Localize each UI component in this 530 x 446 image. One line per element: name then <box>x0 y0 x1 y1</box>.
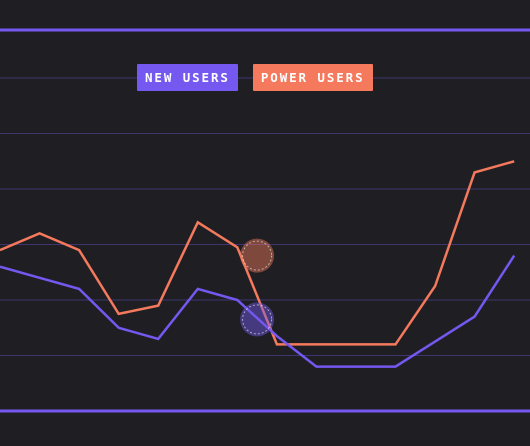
legend: NEW USERS POWER USERS <box>137 64 373 91</box>
legend-item-new-users[interactable]: NEW USERS <box>137 64 238 91</box>
markers-layer <box>240 238 275 337</box>
series-line-new-users <box>0 254 516 368</box>
legend-item-power-users[interactable]: POWER USERS <box>252 64 373 91</box>
hover-marker-power-users <box>240 238 275 273</box>
hover-marker-new-users <box>240 302 275 337</box>
lines-layer <box>0 160 516 368</box>
series-line-power-users <box>0 160 515 346</box>
